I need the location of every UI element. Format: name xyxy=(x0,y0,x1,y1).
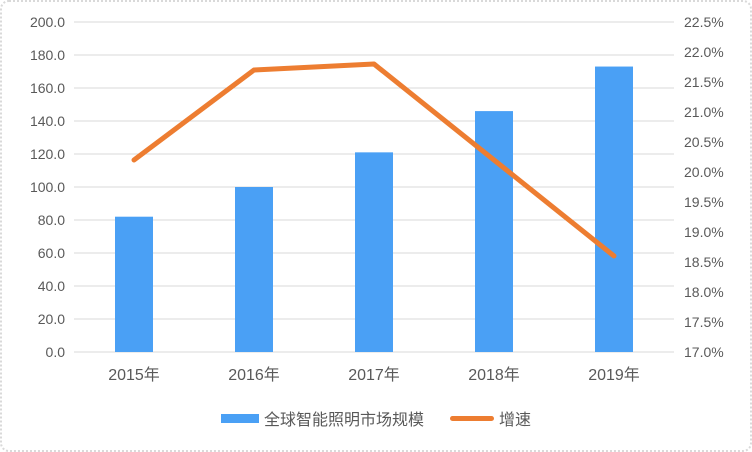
left-axis-tick-label: 0.0 xyxy=(46,344,66,360)
chart-legend: 全球智能照明市场规模 增速 xyxy=(2,406,750,430)
growth-rate-line xyxy=(131,61,617,259)
left-axis-tick-label: 160.0 xyxy=(30,80,65,96)
x-axis-category-label: 2017年 xyxy=(348,366,400,384)
right-axis-tick-label: 22.5% xyxy=(684,14,724,30)
legend-item-growth: 增速 xyxy=(450,406,531,430)
left-axis-tick-label: 120.0 xyxy=(30,146,65,162)
right-axis-tick-label: 20.0% xyxy=(684,164,724,180)
legend-label-market-size: 全球智能照明市场规模 xyxy=(263,412,424,429)
right-axis-tick-label: 21.5% xyxy=(684,74,724,90)
bar-market-size xyxy=(355,152,393,352)
left-axis-tick-label: 40.0 xyxy=(38,278,65,294)
bar-market-size xyxy=(235,187,273,352)
right-axis-tick-label: 18.0% xyxy=(684,284,724,300)
left-axis-tick-label: 20.0 xyxy=(38,311,65,327)
line-series-swatch-icon xyxy=(450,415,494,421)
left-axis-tick-label: 200.0 xyxy=(30,14,65,30)
right-axis-tick-label: 22.0% xyxy=(684,44,724,60)
right-axis-tick-label: 18.5% xyxy=(684,254,724,270)
x-axis-category-label: 2019年 xyxy=(588,366,640,384)
right-axis-tick-label: 17.5% xyxy=(684,314,724,330)
left-axis-tick-label: 80.0 xyxy=(38,212,65,228)
x-axis-category-label: 2015年 xyxy=(108,366,160,384)
right-axis-tick-label: 21.0% xyxy=(684,104,724,120)
left-axis-tick-label: 180.0 xyxy=(30,47,65,63)
right-axis-tick-label: 17.0% xyxy=(684,344,724,360)
bar-market-size xyxy=(115,216,153,352)
bar-market-size xyxy=(595,66,633,353)
left-axis-tick-label: 100.0 xyxy=(30,179,65,195)
bar-series-swatch-icon xyxy=(220,413,259,423)
x-axis-category-label: 2018年 xyxy=(468,366,520,384)
left-axis-tick-label: 60.0 xyxy=(38,245,65,261)
right-axis-tick-label: 19.0% xyxy=(684,224,724,240)
right-axis-tick-label: 19.5% xyxy=(684,194,724,210)
x-axis-category-label: 2016年 xyxy=(228,366,280,384)
legend-item-market-size: 全球智能照明市场规模 xyxy=(220,406,424,430)
legend-label-growth: 增速 xyxy=(499,412,532,429)
right-axis-tick-label: 20.5% xyxy=(684,134,724,150)
left-axis-tick-label: 140.0 xyxy=(30,113,65,129)
